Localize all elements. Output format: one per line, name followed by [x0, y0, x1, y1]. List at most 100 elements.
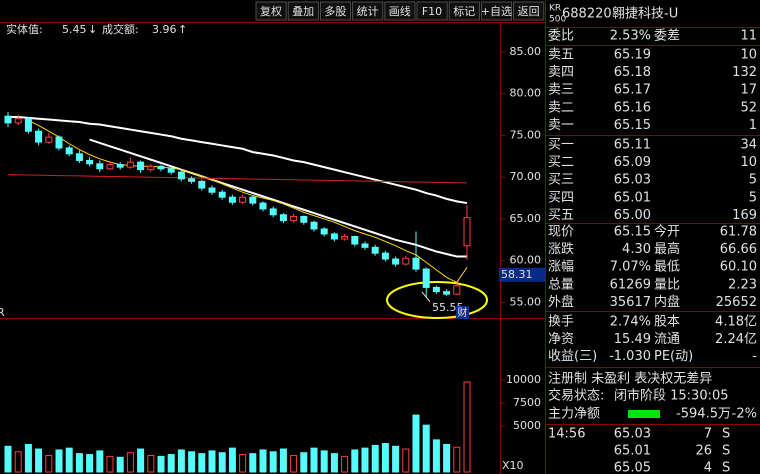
volume-bar	[443, 443, 451, 473]
volume-bar	[300, 452, 308, 473]
tick-side: S	[722, 461, 730, 474]
stat-value: 7.07%	[610, 260, 651, 275]
book-price: 65.16	[614, 100, 651, 115]
volume-bar	[463, 381, 471, 473]
candle-body	[177, 171, 185, 180]
volume-bar	[65, 447, 73, 473]
volume-bar	[157, 455, 165, 473]
stat-label: 今开	[654, 224, 680, 240]
volume-bar	[96, 450, 104, 473]
book-volume: 5	[749, 190, 757, 205]
toolbar-button-label[interactable]: 画线	[389, 4, 411, 18]
candle-body	[432, 286, 440, 293]
volume-bar	[228, 447, 236, 473]
candle-body	[14, 118, 22, 124]
candle-body	[35, 130, 43, 143]
candle-body	[116, 164, 124, 168]
candle-body	[361, 243, 369, 248]
toolbar-button[interactable]	[448, 1, 480, 21]
row-value: 11	[740, 29, 757, 44]
candle-body	[402, 257, 410, 265]
volume-bar	[239, 454, 247, 473]
toolbar-button-label[interactable]: 叠加	[292, 5, 314, 18]
tick-side: S	[722, 444, 730, 459]
status-value: 闭市阶段 15:30:05	[614, 388, 729, 404]
toolbar-button-label[interactable]: 返回	[518, 5, 540, 18]
toolbar-button-label[interactable]: F10	[422, 5, 442, 18]
toolbar-button[interactable]	[287, 1, 319, 21]
badge-bottom: 500	[549, 15, 566, 25]
book-price: 65.15	[614, 118, 651, 133]
candle-body	[453, 285, 461, 295]
candle-body	[341, 235, 349, 240]
book-volume: 1	[749, 118, 757, 133]
volume-bar	[269, 451, 277, 473]
book-label: 卖一	[548, 118, 574, 133]
candle-body	[300, 215, 308, 223]
cursor-price: 58.31	[501, 268, 533, 281]
stat-label: 总量	[548, 277, 574, 292]
stock-code: 688220	[562, 7, 612, 22]
stat-value: 66.66	[720, 242, 757, 257]
volume-bar	[24, 443, 32, 473]
toolbar-button[interactable]	[384, 1, 416, 21]
candle-body	[55, 136, 63, 149]
toolbar-button-label[interactable]: 多股	[324, 4, 346, 18]
toolbar-button-label[interactable]: 复权	[260, 4, 282, 18]
candle-body	[330, 233, 338, 240]
book-volume: 10	[740, 155, 757, 170]
stat-label: 内盘	[654, 294, 680, 310]
book-label: 买五	[548, 208, 574, 223]
moving-average	[7, 174, 468, 184]
volume-bar	[35, 448, 43, 473]
volume-bar	[432, 439, 440, 473]
stat-label: 最高	[654, 241, 680, 257]
tick-volume: 7	[704, 427, 712, 442]
stat-label: 股本	[654, 315, 680, 330]
tick-price: 65.05	[614, 461, 651, 474]
toolbar-button-label[interactable]: 统计	[357, 5, 379, 18]
stat-value: 60.10	[720, 260, 757, 275]
vol-unit: X10	[502, 459, 524, 472]
volume-bar	[381, 443, 389, 473]
toolbar-button-label[interactable]: 标记	[453, 4, 475, 18]
stat-label: 收益(三)	[548, 349, 597, 364]
candle-body	[24, 118, 32, 132]
candle-body	[371, 246, 379, 254]
book-label: 买一	[548, 138, 574, 153]
tick-volume: 4	[704, 461, 712, 474]
info-entity-label: 实体值:	[6, 22, 43, 36]
stat-value: 4.18亿	[715, 315, 757, 330]
volume-bar	[126, 452, 134, 473]
stat-value: 65.15	[614, 225, 651, 240]
volume-bar	[279, 448, 287, 473]
volume-bar	[259, 449, 267, 473]
toolbar-button[interactable]	[255, 1, 287, 21]
row-label: 委比	[548, 29, 574, 44]
book-price: 65.17	[614, 83, 651, 98]
stat-value: 2.24亿	[715, 332, 757, 347]
toolbar-button-label[interactable]: +自选	[481, 5, 512, 18]
candle-body	[239, 196, 247, 203]
toolbar-button[interactable]	[416, 1, 448, 21]
toolbar-button[interactable]	[513, 1, 545, 21]
book-price: 65.11	[614, 138, 651, 153]
candle-body	[443, 291, 451, 295]
volume-bar	[147, 454, 155, 473]
tick-time: 14:56	[548, 427, 585, 442]
stat-value: -	[752, 349, 757, 364]
tick-volume: 26	[695, 444, 712, 459]
book-price: 65.18	[614, 65, 651, 80]
stat-value: 4.30	[622, 242, 651, 257]
toolbar-button[interactable]	[319, 1, 352, 21]
candle-body	[198, 180, 206, 189]
flow-bar	[628, 410, 660, 418]
toolbar-button[interactable]	[352, 1, 384, 21]
candle-body	[381, 252, 389, 260]
stat-label: 净资	[548, 332, 574, 347]
book-volume: 5	[749, 173, 757, 188]
vol-tick-label: 5000	[513, 419, 541, 432]
info-turnover-arrow: ↑	[178, 23, 187, 36]
toolbar-button[interactable]	[480, 1, 513, 21]
